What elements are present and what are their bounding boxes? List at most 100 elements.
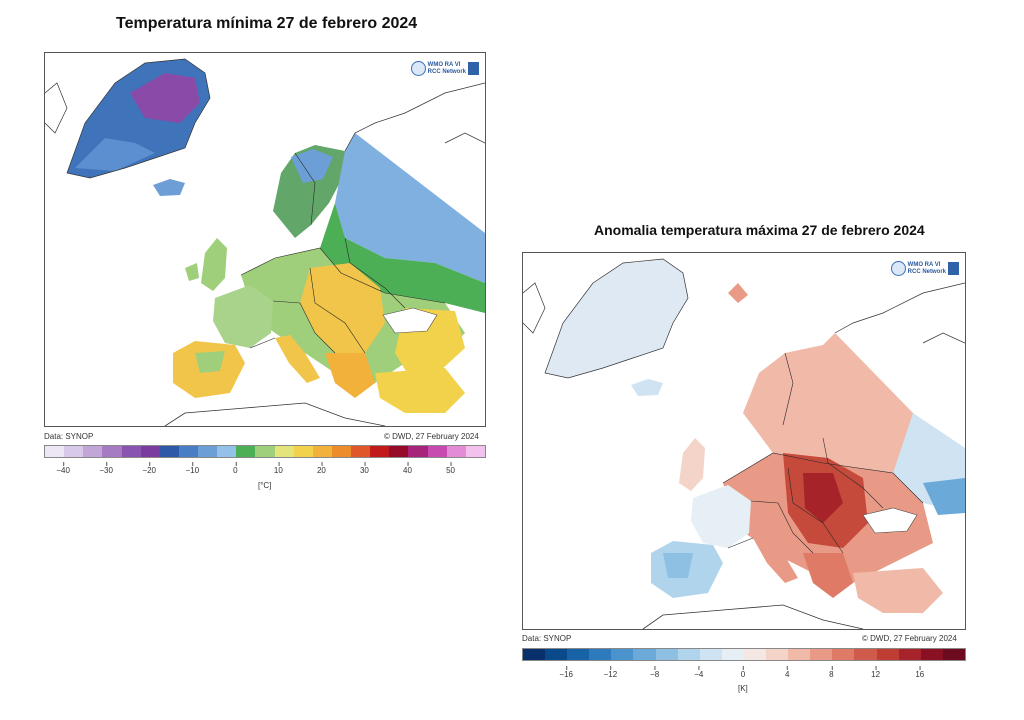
colorbar-tick-label: 12 [871, 666, 881, 679]
colorbar-swatch [255, 446, 275, 457]
iceland [153, 179, 185, 196]
greenland-cold-core [130, 73, 200, 123]
colorbar-swatch [523, 649, 546, 660]
wmo-globe-icon [890, 261, 906, 276]
colorbar-swatch [655, 649, 678, 660]
map1-canvas [45, 58, 485, 426]
map2-credit: © DWD, 27 February 2024 [862, 634, 957, 643]
colorbar-tick-label: 30 [359, 462, 369, 475]
colorbar-tick-label: −12 [603, 666, 618, 679]
colorbar-swatch [920, 649, 943, 660]
colorbar-tick-label: −8 [650, 666, 660, 679]
map1-panel: WMO RA VI RCC Network [44, 52, 486, 427]
map1-colorbar [44, 445, 486, 458]
greenland-region [545, 259, 688, 378]
colorbar-swatch [633, 649, 656, 660]
colorbar-swatch [45, 446, 65, 457]
colorbar-tick-label: 10 [273, 462, 283, 475]
colorbar-swatch [312, 446, 332, 457]
colorbar-swatch [876, 649, 899, 660]
map1-wmo-logo: WMO RA VI RCC Network [410, 61, 479, 76]
colorbar-swatch [198, 446, 218, 457]
map2-wmo-logo: WMO RA VI RCC Network [890, 261, 959, 276]
colorbar-swatch [766, 649, 789, 660]
colorbar-swatch [217, 446, 237, 457]
colorbar-tick-label: −40 [56, 462, 70, 475]
colorbar-swatch [545, 649, 568, 660]
wmo-globe-icon [410, 61, 426, 76]
map1-title: Temperatura mínima 27 de febrero 2024 [116, 15, 418, 32]
colorbar-tick-label: 40 [403, 462, 412, 475]
map2-canvas [523, 258, 965, 629]
colorbar-swatch [159, 446, 179, 457]
map2-data-label: Data: SYNOP [522, 634, 572, 643]
uk-ireland [679, 438, 705, 491]
balkans [325, 353, 375, 398]
colorbar-swatch [832, 649, 855, 660]
map1-credit: © DWD, 27 February 2024 [384, 432, 479, 441]
colorbar-tick-label: 16 [915, 666, 925, 679]
colorbar-swatch [178, 446, 198, 457]
map2-panel: WMO RA VI RCC Network [522, 252, 966, 630]
colorbar-swatch [721, 649, 744, 660]
uk-ireland [201, 238, 227, 291]
colorbar-swatch [854, 649, 877, 660]
map1-data-label: Data: SYNOP [44, 432, 94, 441]
colorbar-swatch [293, 446, 313, 457]
colorbar-tick-label: 4 [784, 666, 790, 679]
colorbar-swatch [351, 446, 371, 457]
colorbar-tick-label: −20 [142, 462, 156, 475]
colorbar-swatch [567, 649, 590, 660]
colorbar-swatch [236, 446, 256, 457]
colorbar-tick-label: −30 [99, 462, 113, 475]
map2-logo-line2: RCC Network [907, 268, 946, 275]
colorbar-swatch [788, 649, 811, 660]
colorbar-swatch [83, 446, 103, 457]
colorbar-tick-label: −10 [185, 462, 200, 475]
colorbar-swatch [699, 649, 722, 660]
colorbar-swatch [370, 446, 390, 457]
black-sea [382, 307, 438, 334]
wmo-emblem-icon [948, 262, 959, 275]
colorbar-tick-label: −16 [559, 666, 573, 679]
map1-unit: [°C] [258, 481, 272, 490]
map1-logo-line2: RCC Network [427, 68, 466, 75]
colorbar-swatch [121, 446, 141, 457]
colorbar-swatch [677, 649, 700, 660]
russia-cold-area [335, 133, 485, 283]
russia-anomaly-area [743, 333, 923, 473]
france [691, 485, 751, 548]
colorbar-tick-label: 0 [233, 462, 238, 475]
colorbar-tick-label: 8 [829, 666, 834, 679]
colorbar-swatch [274, 446, 294, 457]
colorbar-swatch [408, 446, 428, 457]
colorbar-tick-label: 20 [316, 462, 326, 475]
colorbar-swatch [743, 649, 767, 660]
italy [753, 535, 798, 583]
wmo-emblem-icon [468, 62, 479, 75]
colorbar-swatch [589, 649, 612, 660]
warm-core [300, 263, 385, 353]
france [213, 285, 273, 348]
map1-logo-line1: WMO RA VI [427, 61, 461, 68]
italy [275, 335, 320, 383]
colorbar-swatch [102, 446, 122, 457]
colorbar-swatch [611, 649, 634, 660]
colorbar-swatch [389, 446, 409, 457]
map2-colorbar [522, 648, 966, 661]
colorbar-swatch [446, 446, 466, 457]
map2-unit: [K] [738, 684, 748, 693]
colorbar-swatch [942, 649, 965, 660]
map1-colorbar-ticks: −40 −30 −20 −10 0 10 20 30 40 50 [44, 462, 484, 480]
balkans [803, 553, 853, 598]
turkey [375, 368, 465, 413]
iceland [631, 379, 663, 396]
map2-colorbar-ticks: −16 −12 −8 −4 0 4 8 12 16 [522, 666, 964, 684]
colorbar-swatch [427, 446, 447, 457]
black-sea [862, 507, 918, 534]
map2-title: Anomalia temperatura máxima 27 de febrer… [594, 222, 925, 238]
colorbar-swatch [64, 446, 84, 457]
map2-logo-line1: WMO RA VI [907, 261, 941, 268]
colorbar-swatch [465, 446, 485, 457]
colorbar-swatch [898, 649, 921, 660]
